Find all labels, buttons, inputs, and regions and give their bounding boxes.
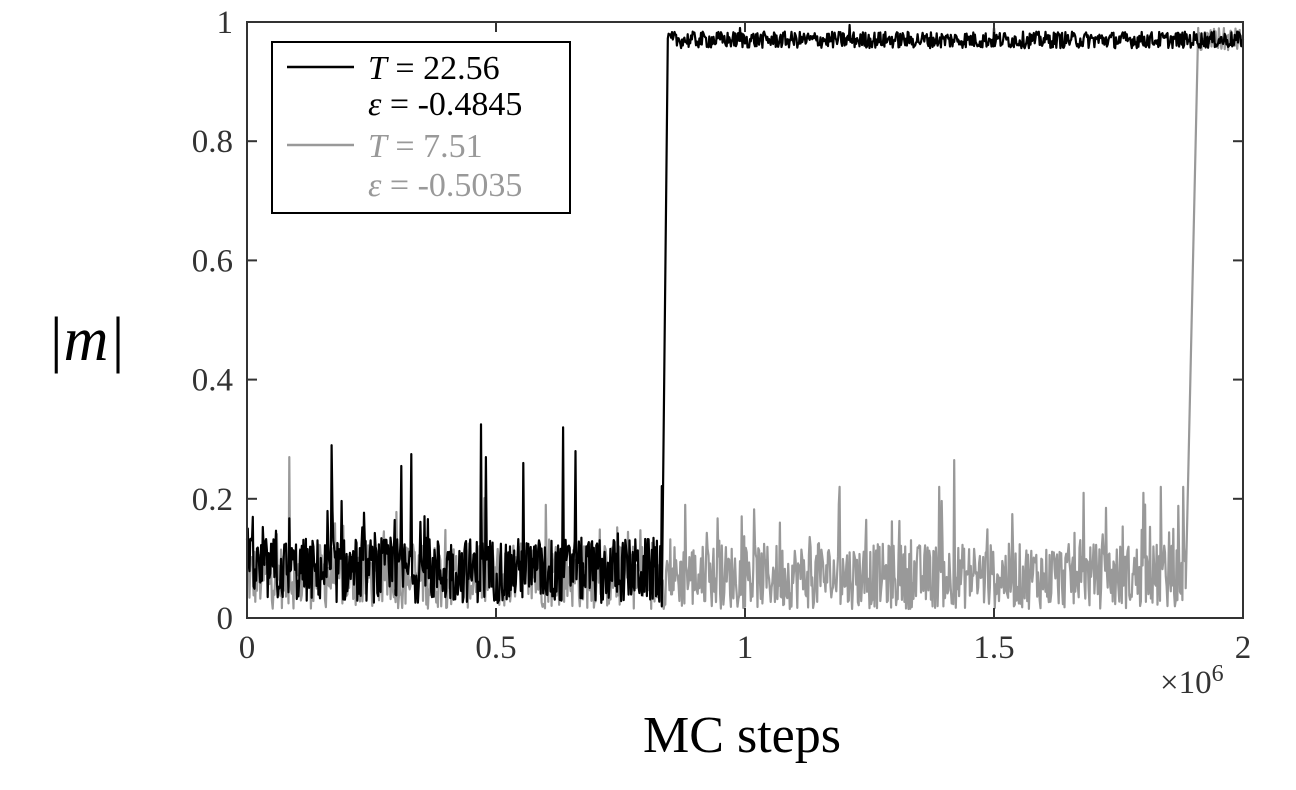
x-axis-title: MC steps bbox=[643, 707, 841, 764]
x-tick-label: 0.5 bbox=[475, 630, 516, 666]
y-tick-label: 0 bbox=[217, 601, 234, 637]
legend: T = 22.56 ε = -0.4845 T = 7.51 ε = -0.50… bbox=[271, 41, 571, 214]
y-tick-label: 1 bbox=[217, 5, 234, 41]
y-tick-label: 0.4 bbox=[192, 363, 233, 399]
legend-label-eps-gray: ε = -0.5035 bbox=[368, 167, 522, 204]
y-tick-label: 0.6 bbox=[192, 243, 233, 279]
axis-ticks bbox=[246, 21, 1244, 619]
x-tick-label: 1.5 bbox=[973, 630, 1014, 666]
legend-box bbox=[271, 41, 571, 214]
x-tick-label: 1 bbox=[737, 630, 754, 666]
y-tick-label: 0.8 bbox=[192, 124, 233, 160]
y-tick-label: 0.2 bbox=[192, 482, 233, 518]
legend-label-eps-black: ε = -0.4845 bbox=[368, 86, 522, 123]
x-tick-label: 2 bbox=[1235, 630, 1252, 666]
x-tick-label: 0 bbox=[239, 630, 256, 666]
plot-area bbox=[245, 23, 1245, 611]
x-multiplier-label: ×106 bbox=[1160, 661, 1224, 701]
legend-label-t-gray: T = 7.51 bbox=[368, 128, 483, 165]
y-axis-title: |m| bbox=[47, 306, 126, 374]
tick-labels: 0 0.5 1 1.5 2 0 0.2 0.4 0.6 0.8 1 bbox=[192, 5, 1252, 666]
series-line-black bbox=[245, 23, 1245, 608]
legend-label-t-black: T = 22.56 bbox=[368, 50, 500, 87]
